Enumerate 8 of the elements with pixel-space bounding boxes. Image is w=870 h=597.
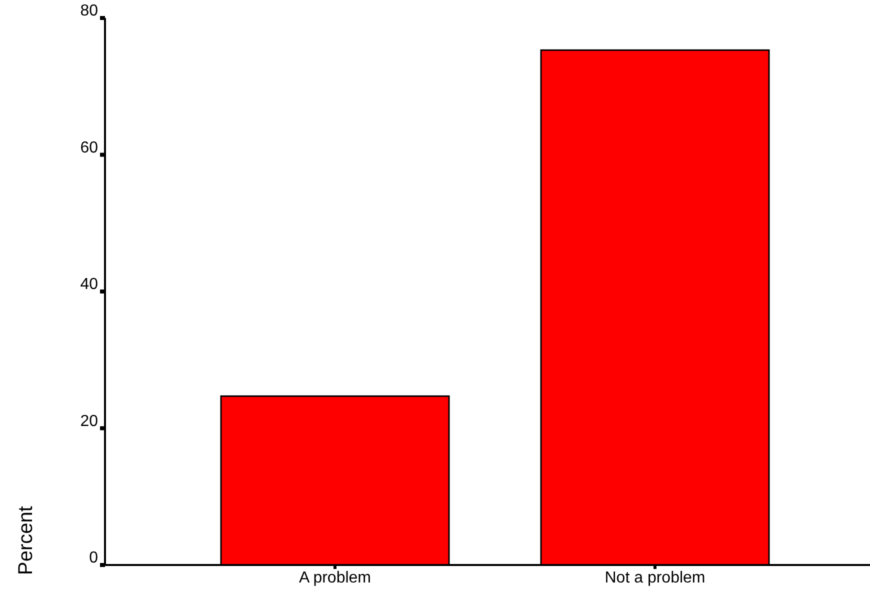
x-tick-label: Not a problem [604, 569, 706, 586]
y-tick-label: 0 [89, 550, 98, 567]
y-tick-label: 20 [80, 412, 98, 430]
y-axis-title: Percent [15, 506, 37, 575]
y-tick-label: 60 [80, 139, 98, 156]
y-tick-label: 40 [80, 276, 98, 294]
x-tick-label: A problem [298, 569, 372, 586]
y-tick-label: 80 [80, 2, 98, 20]
